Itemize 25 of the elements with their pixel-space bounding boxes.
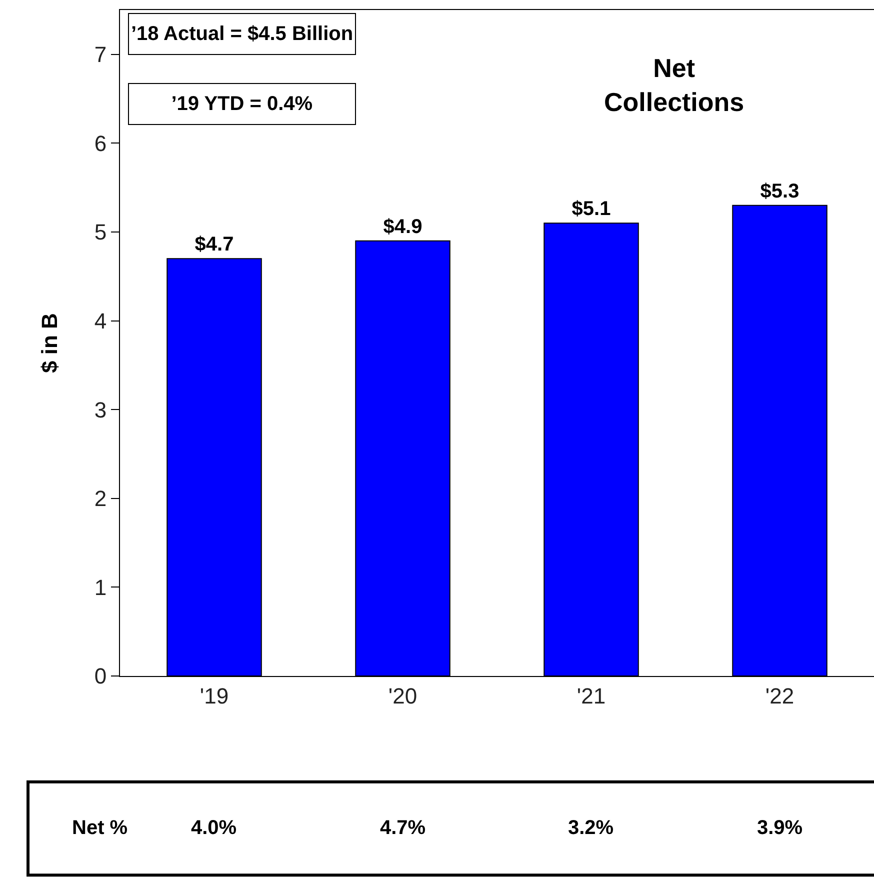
text: 4.0% (191, 817, 237, 839)
data-label: $5.1 (572, 198, 611, 220)
text: Net Collections (604, 53, 744, 117)
data-label: $4.7 (194, 234, 234, 256)
y-tick-label: 7 (94, 42, 107, 68)
annotation: ’18 Actual = $4.5 Billion (130, 23, 354, 45)
text: 3.2% (568, 817, 614, 839)
text: Net % (72, 817, 128, 839)
x-tick-label: '19 (200, 683, 229, 708)
data-label: $5.3 (760, 180, 800, 202)
text: 4.7% (380, 817, 426, 839)
y-tick-label: 5 (94, 220, 107, 245)
text: 3.9% (757, 817, 803, 839)
y-tick-label: 0 (94, 664, 107, 689)
y-tick-label: 2 (94, 486, 107, 512)
data-label: $4.9 (383, 216, 422, 238)
y-tick-label: 6 (94, 130, 107, 156)
y-tick-label: 3 (94, 397, 107, 422)
y-tick-label: 4 (94, 308, 107, 334)
x-tick-label: '21 (576, 683, 606, 708)
y-axis-title: $ in B (37, 313, 62, 373)
y-tick-label: 1 (94, 574, 107, 600)
x-tick-label: '22 (765, 683, 794, 708)
annotation: ’19 YTD = 0.4% (171, 93, 313, 115)
x-tick-label: '20 (388, 683, 418, 708)
